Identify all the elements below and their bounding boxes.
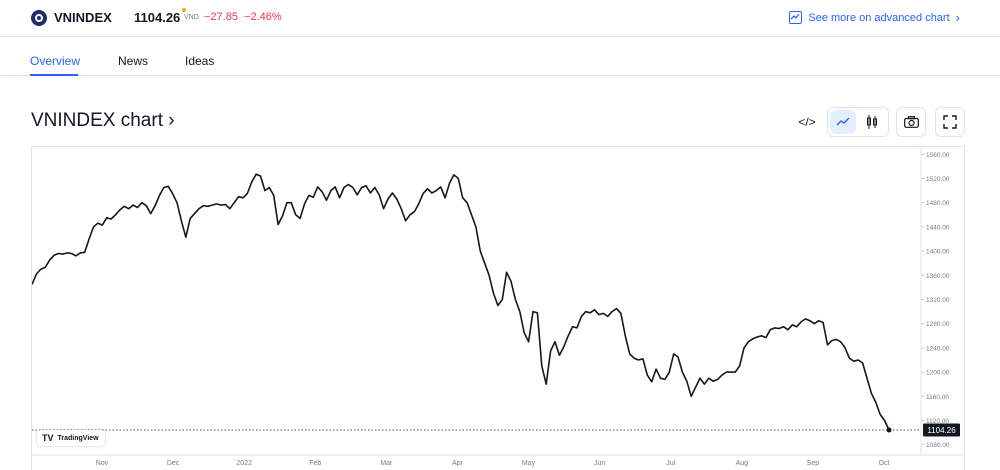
last-price-tag: 1104.26 (923, 423, 960, 437)
y-tick-label: 1320.00 (926, 297, 950, 304)
last-price-tag-text: 1104.26 (927, 426, 956, 435)
y-tick-label: 1520.00 (926, 176, 950, 183)
price-chart-panel[interactable]: 1080.00 1120.00 1160.00 1200.00 1240.00 1280.… (31, 146, 965, 470)
active-tab-indicator (30, 74, 78, 76)
y-tick-label: 1280.00 (926, 321, 950, 328)
x-tick-label: Jun (594, 460, 605, 467)
tab-ideas[interactable]: Ideas (185, 54, 215, 68)
y-tick-label: 1160.00 (926, 394, 949, 401)
chart-title[interactable]: VNINDEX chart › (31, 110, 175, 131)
fullscreen-button[interactable] (935, 107, 965, 137)
x-tick-label: Apr (452, 460, 464, 467)
symbol-name[interactable]: VNINDEX (54, 10, 112, 25)
x-tick-label: May (522, 460, 536, 467)
symbol-header: VNINDEX 1104.26 VND −27.85 −2.46% See mo… (0, 0, 1000, 37)
candles-button[interactable] (859, 110, 885, 134)
x-tick-label: Nov (96, 460, 109, 467)
exchange-logo-icon (31, 10, 47, 26)
tradingview-badge-label: TradingView (57, 434, 99, 442)
chevron-right-icon: › (955, 10, 960, 25)
x-tick-label: Dec (167, 460, 180, 467)
symbol-tabs: Overview News Ideas (0, 37, 1000, 76)
x-tick-label: Oct (879, 460, 890, 467)
line-chart-button[interactable] (830, 110, 856, 134)
tab-news[interactable]: News (118, 54, 149, 68)
tradingview-badge[interactable]: TV TradingView (37, 430, 105, 446)
x-tick-label: Mar (380, 460, 393, 467)
currency-label: VND (184, 14, 199, 21)
camera-icon (903, 116, 919, 128)
snapshot-button[interactable] (896, 107, 926, 137)
y-tick-label: 1400.00 (926, 249, 950, 256)
x-tick-label: Jul (666, 460, 675, 467)
market-status-dot-icon (182, 8, 186, 12)
price-change: −27.85 −2.46% (204, 11, 282, 23)
tab-overview[interactable]: Overview (30, 54, 81, 68)
advanced-chart-icon (789, 11, 803, 24)
x-tick-label: 2022 (236, 460, 252, 467)
y-tick-label: 1440.00 (926, 224, 950, 231)
last-price: 1104.26 (134, 10, 181, 25)
x-tick-label: Feb (309, 460, 321, 467)
y-tick-label: 1360.00 (926, 273, 950, 280)
fullscreen-icon (943, 115, 957, 129)
advanced-chart-link[interactable]: See more on advanced chart › (789, 10, 960, 25)
y-tick-label: 1240.00 (926, 345, 950, 352)
advanced-chart-label: See more on advanced chart (808, 11, 950, 24)
change-value: −27.85 (204, 11, 238, 23)
y-tick-label: 1200.00 (926, 370, 950, 377)
candles-icon (867, 115, 877, 129)
y-tick-label: 1560.00 (926, 152, 950, 159)
embed-code-button[interactable]: </> (792, 107, 822, 137)
embed-code-icon: </> (798, 115, 816, 129)
x-tick-label: Aug (736, 460, 749, 467)
tradingview-logo-icon: TV (42, 433, 54, 443)
y-tick-label: 1120.00 (926, 418, 949, 425)
y-tick-label: 1080.00 (926, 442, 950, 449)
last-price-point (886, 427, 892, 433)
line-chart-icon (836, 117, 850, 126)
change-percent: −2.46% (244, 11, 282, 23)
price-series-line (31, 173, 890, 431)
price-chart[interactable]: 1080.00 1120.00 1160.00 1200.00 1240.00 1280.… (31, 147, 964, 470)
x-tick-label: Sep (807, 460, 820, 467)
chart-style-group (827, 107, 889, 137)
y-tick-label: 1480.00 (926, 200, 950, 207)
